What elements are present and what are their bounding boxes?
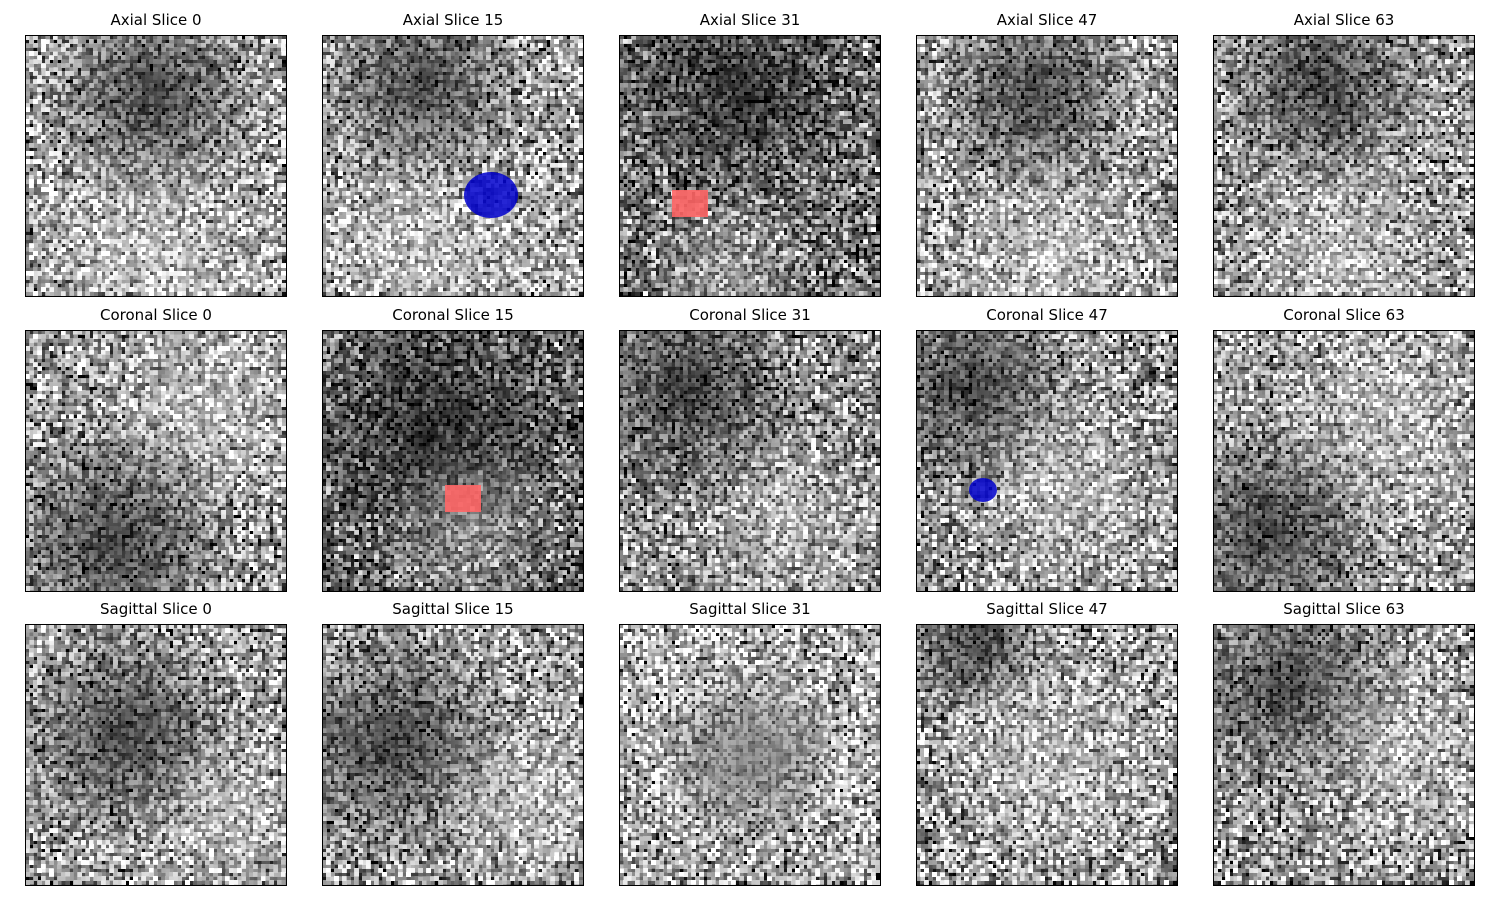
light-region	[125, 724, 287, 886]
slice-image	[322, 330, 584, 592]
slice-image	[322, 624, 584, 886]
panel-title: Axial Slice 31	[700, 11, 801, 29]
slice-image	[25, 624, 287, 886]
slice-image	[916, 624, 1178, 886]
panel-title: Sagittal Slice 63	[1283, 600, 1404, 618]
mask-overlay	[672, 190, 708, 217]
light-region	[1263, 330, 1475, 550]
light-region	[85, 330, 287, 520]
slice-image	[916, 35, 1178, 297]
panel-border	[322, 330, 584, 592]
light-region	[946, 360, 1178, 592]
panel-title: Coronal Slice 15	[392, 306, 514, 324]
light-region	[669, 410, 881, 592]
panel-border	[322, 624, 584, 886]
mask-overlay	[464, 172, 518, 218]
slice-image	[1213, 624, 1475, 886]
panel-border	[916, 35, 1178, 297]
panel-title: Coronal Slice 63	[1283, 306, 1405, 324]
mask-overlay	[445, 485, 481, 512]
slice-image	[25, 35, 287, 297]
slice-image	[916, 330, 1178, 592]
panel-border	[25, 35, 287, 297]
mask-overlay	[969, 478, 997, 502]
panel-title: Coronal Slice 0	[100, 306, 212, 324]
light-region	[926, 624, 1178, 884]
light-region	[1223, 135, 1463, 297]
panel-border	[1213, 330, 1475, 592]
panel-border	[916, 624, 1178, 886]
panel-border	[916, 330, 1178, 592]
panel-title: Axial Slice 63	[1294, 11, 1395, 29]
slice-image	[619, 35, 881, 297]
panel-title: Sagittal Slice 15	[392, 600, 513, 618]
slice-image	[619, 330, 881, 592]
panel-border	[619, 330, 881, 592]
light-region	[1283, 624, 1475, 864]
panel-title: Axial Slice 47	[997, 11, 1098, 29]
light-region	[659, 664, 839, 844]
panel-title: Sagittal Slice 47	[986, 600, 1107, 618]
light-region	[412, 694, 584, 886]
slice-image	[619, 624, 881, 886]
panel-border	[25, 330, 287, 592]
panel-title: Sagittal Slice 31	[689, 600, 810, 618]
panel-border	[1213, 35, 1475, 297]
panel-title: Coronal Slice 31	[689, 306, 811, 324]
slice-image	[1213, 35, 1475, 297]
panel-title: Coronal Slice 47	[986, 306, 1108, 324]
panel-border	[322, 35, 584, 297]
dark-region	[619, 35, 869, 215]
panel-title: Sagittal Slice 0	[100, 600, 212, 618]
panel-title: Axial Slice 15	[403, 11, 504, 29]
light-region	[25, 125, 285, 297]
panel-border	[619, 35, 881, 297]
slice-image	[1213, 330, 1475, 592]
panel-border	[25, 624, 287, 886]
slice-image	[322, 35, 584, 297]
panel-title: Axial Slice 0	[110, 11, 201, 29]
slice-image	[25, 330, 287, 592]
panel-border	[619, 624, 881, 886]
panel-border	[1213, 624, 1475, 886]
light-region	[936, 135, 1176, 297]
